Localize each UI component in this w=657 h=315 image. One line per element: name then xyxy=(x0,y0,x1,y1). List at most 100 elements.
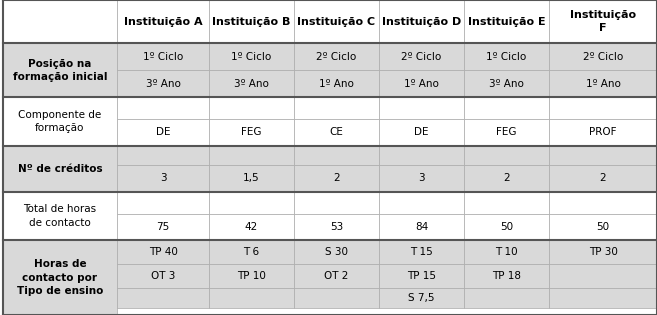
Bar xyxy=(464,288,549,308)
Bar xyxy=(464,119,549,146)
Bar xyxy=(294,192,379,214)
Bar xyxy=(549,214,657,240)
Bar xyxy=(209,43,294,70)
Bar xyxy=(549,97,657,119)
Text: 3: 3 xyxy=(160,173,166,183)
Bar xyxy=(379,0,464,43)
Bar xyxy=(117,0,209,43)
Bar xyxy=(464,146,549,165)
Text: 1º Ciclo: 1º Ciclo xyxy=(231,52,271,62)
Text: TP 10: TP 10 xyxy=(237,271,266,281)
Text: TP 18: TP 18 xyxy=(492,271,521,281)
Bar xyxy=(549,119,657,146)
Bar xyxy=(117,165,209,192)
Text: 50: 50 xyxy=(597,222,610,232)
Text: Instituição E: Instituição E xyxy=(468,17,545,27)
Bar xyxy=(379,146,464,165)
Bar xyxy=(117,119,209,146)
Text: PROF: PROF xyxy=(589,128,617,137)
Text: Instituição B: Instituição B xyxy=(212,17,290,27)
Text: 1º Ciclo: 1º Ciclo xyxy=(143,52,183,62)
Bar xyxy=(117,214,209,240)
Text: 84: 84 xyxy=(415,222,428,232)
Bar xyxy=(117,240,209,264)
Text: 2º Ciclo: 2º Ciclo xyxy=(316,52,357,62)
Bar xyxy=(209,97,294,119)
Text: 50: 50 xyxy=(500,222,513,232)
Text: TP 15: TP 15 xyxy=(407,271,436,281)
Bar xyxy=(117,146,209,165)
Text: 2º Ciclo: 2º Ciclo xyxy=(583,52,623,62)
Text: TP 40: TP 40 xyxy=(148,247,177,257)
Bar xyxy=(294,119,379,146)
Bar xyxy=(209,146,294,165)
Bar xyxy=(379,214,464,240)
Bar xyxy=(549,288,657,308)
Bar xyxy=(117,43,209,70)
Text: 3º Ano: 3º Ano xyxy=(234,79,269,89)
Bar xyxy=(379,119,464,146)
Bar xyxy=(209,288,294,308)
Bar xyxy=(3,43,117,97)
Text: Componente de
formação: Componente de formação xyxy=(18,110,102,133)
Text: 2: 2 xyxy=(600,173,606,183)
Bar xyxy=(379,165,464,192)
Text: 1º Ano: 1º Ano xyxy=(585,79,620,89)
Bar xyxy=(294,214,379,240)
Bar xyxy=(379,70,464,97)
Text: 53: 53 xyxy=(330,222,343,232)
Text: 3: 3 xyxy=(418,173,425,183)
Bar xyxy=(464,214,549,240)
Bar xyxy=(294,288,379,308)
Text: Instituição A: Instituição A xyxy=(124,17,202,27)
Bar xyxy=(209,240,294,264)
Bar xyxy=(379,43,464,70)
Bar xyxy=(294,146,379,165)
Text: Posição na
formação inicial: Posição na formação inicial xyxy=(12,59,107,82)
Text: 75: 75 xyxy=(156,222,170,232)
Bar xyxy=(464,70,549,97)
Text: 42: 42 xyxy=(244,222,258,232)
Bar xyxy=(549,240,657,264)
Text: Instituição
F: Instituição F xyxy=(570,10,636,33)
Bar xyxy=(294,43,379,70)
Text: FEG: FEG xyxy=(241,128,261,137)
Text: T 15: T 15 xyxy=(410,247,433,257)
Text: T 10: T 10 xyxy=(495,247,518,257)
Bar xyxy=(117,97,209,119)
Bar xyxy=(464,264,549,288)
Bar xyxy=(549,43,657,70)
Text: Horas de
contacto por
Tipo de ensino: Horas de contacto por Tipo de ensino xyxy=(17,260,103,296)
Text: OT 3: OT 3 xyxy=(151,271,175,281)
Bar xyxy=(117,288,209,308)
Bar xyxy=(117,264,209,288)
Text: 3º Ano: 3º Ano xyxy=(146,79,181,89)
Text: CE: CE xyxy=(329,128,344,137)
Bar xyxy=(294,165,379,192)
Text: 1º Ano: 1º Ano xyxy=(319,79,354,89)
Bar xyxy=(294,240,379,264)
Bar xyxy=(3,0,117,43)
Bar xyxy=(464,240,549,264)
Text: 1º Ciclo: 1º Ciclo xyxy=(486,52,527,62)
Text: FEG: FEG xyxy=(496,128,517,137)
Bar xyxy=(294,264,379,288)
Text: DE: DE xyxy=(414,128,429,137)
Bar xyxy=(209,70,294,97)
Bar xyxy=(549,70,657,97)
Bar xyxy=(379,97,464,119)
Text: TP 30: TP 30 xyxy=(589,247,618,257)
Text: 1,5: 1,5 xyxy=(243,173,260,183)
Text: OT 2: OT 2 xyxy=(324,271,349,281)
Bar xyxy=(3,146,117,192)
Bar xyxy=(294,0,379,43)
Bar xyxy=(549,0,657,43)
Bar xyxy=(117,70,209,97)
Text: Total de horas
de contacto: Total de horas de contacto xyxy=(24,204,97,227)
Bar xyxy=(549,264,657,288)
Bar xyxy=(209,192,294,214)
Text: 3º Ano: 3º Ano xyxy=(489,79,524,89)
Bar xyxy=(3,240,117,315)
Text: 2º Ciclo: 2º Ciclo xyxy=(401,52,442,62)
Bar xyxy=(464,97,549,119)
